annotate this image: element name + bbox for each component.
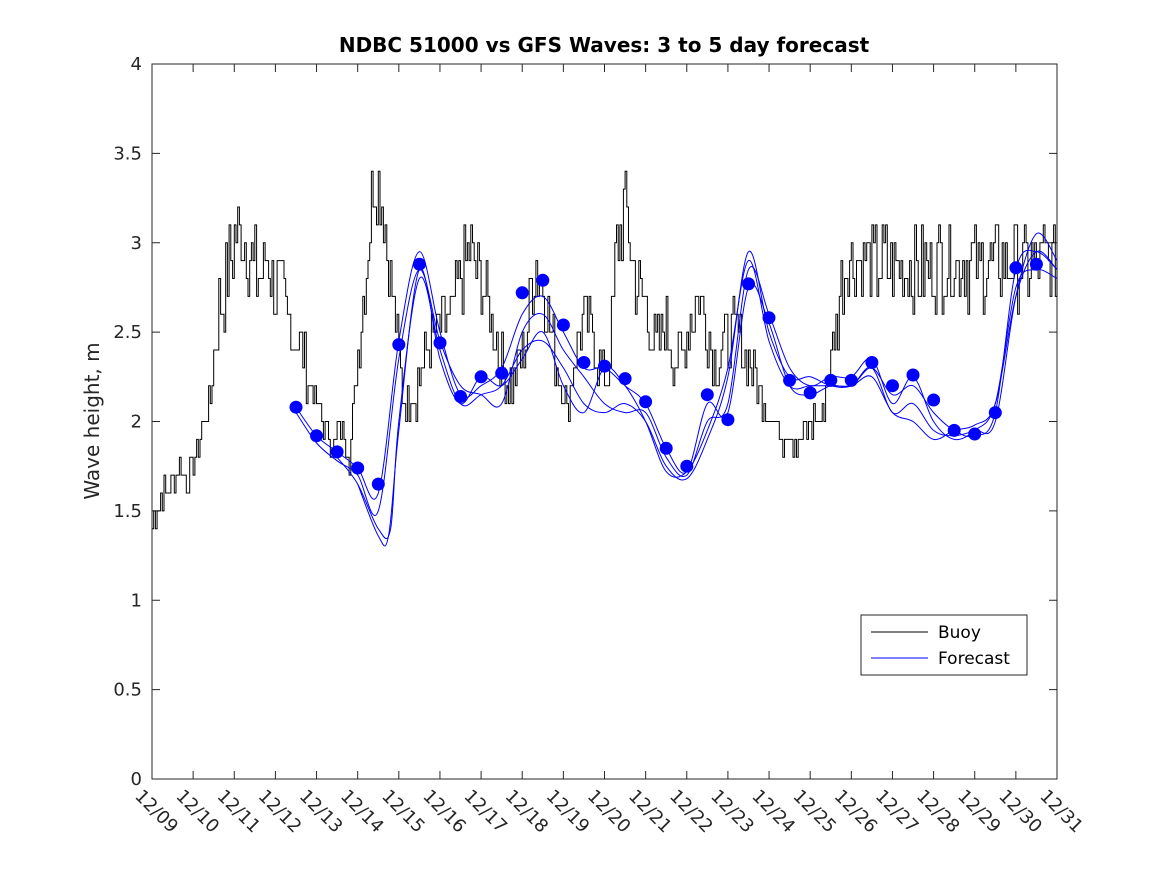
x-tick-label: 12/15	[377, 786, 429, 838]
forecast-point	[454, 390, 467, 403]
x-tick-label: 12/27	[871, 786, 923, 838]
forecast-point	[968, 427, 982, 441]
forecast-point	[721, 413, 735, 427]
forecast-point	[392, 338, 406, 352]
y-tick-label: 1.5	[113, 501, 142, 522]
forecast-point	[289, 400, 303, 414]
x-tick-label: 12/23	[706, 786, 758, 838]
x-tick-label: 12/24	[748, 786, 800, 838]
y-tick-label: 2	[131, 412, 142, 433]
forecast-point	[556, 318, 570, 332]
forecast-point	[618, 372, 632, 386]
forecast-point	[495, 366, 509, 380]
forecast-line-1	[295, 249, 1058, 500]
forecast-point	[844, 373, 858, 387]
forecast-point	[680, 459, 694, 473]
x-tick-label: 12/12	[254, 786, 306, 838]
forecast-point	[351, 461, 365, 475]
forecast-point	[927, 393, 941, 407]
buoy-line	[152, 170, 1058, 530]
forecast-point	[865, 356, 879, 369]
x-tick-label: 12/18	[501, 786, 553, 838]
x-tick-label: 12/21	[624, 786, 676, 838]
forecast-point	[1029, 257, 1043, 271]
forecast-line-4	[357, 250, 1058, 547]
forecast-point	[474, 370, 488, 384]
forecast-point	[803, 386, 817, 400]
y-axis-label: Wave height, m	[80, 342, 104, 499]
x-tick-label: 12/29	[953, 786, 1005, 838]
y-tick-label: 0.5	[113, 680, 142, 701]
y-tick-label: 1	[131, 590, 142, 611]
forecast-point	[577, 356, 591, 369]
legend-buoy-label: Buoy	[938, 623, 981, 643]
x-tick-label: 12/30	[994, 786, 1046, 838]
x-tick-label: 12/17	[460, 786, 512, 838]
forecast-point	[947, 423, 961, 437]
x-tick-label: 12/28	[912, 786, 964, 838]
x-tick-label: 12/11	[213, 786, 265, 838]
forecast-point	[700, 388, 714, 402]
forecast-point	[371, 477, 385, 491]
y-tick-label: 3	[131, 233, 142, 254]
y-tick-label: 0	[131, 769, 142, 790]
forecast-point	[762, 311, 776, 325]
x-tick-label: 12/26	[830, 786, 882, 838]
x-tick-label: 12/16	[418, 786, 470, 838]
forecast-point	[433, 336, 447, 350]
forecast-point	[536, 273, 550, 287]
y-tick-label: 2.5	[113, 322, 142, 343]
forecast-point	[412, 257, 426, 271]
forecast-point	[742, 277, 755, 291]
legend: Buoy Forecast	[860, 614, 1028, 676]
x-tick-label: 12/19	[542, 786, 594, 838]
forecast-point	[988, 406, 1002, 420]
x-tick-label: 12/31	[1035, 786, 1087, 838]
forecast-point	[330, 445, 344, 459]
forecast-point	[886, 379, 899, 393]
x-tick-label: 12/10	[172, 786, 224, 838]
forecast-point	[906, 368, 920, 382]
x-tick-label: 12/20	[583, 786, 635, 838]
y-tick-label: 3.5	[113, 143, 142, 164]
chart-title: NDBC 51000 vs GFS Waves: 3 to 5 day fore…	[339, 33, 870, 57]
x-tick-label: 12/22	[665, 786, 717, 838]
x-tick-label: 12/13	[295, 786, 347, 838]
forecast-point	[515, 286, 529, 300]
forecast-point	[598, 359, 611, 373]
series-group	[152, 170, 1058, 547]
legend-box	[860, 614, 1028, 676]
forecast-point	[659, 441, 673, 455]
legend-forecast-label: Forecast	[938, 649, 1010, 669]
y-axis: 0 0.5 1 1.5 2 2.5 3 3.5 4	[113, 54, 1057, 790]
forecast-point	[310, 429, 323, 443]
forecast-point	[639, 395, 653, 409]
forecast-point	[783, 373, 797, 387]
forecast-point	[1009, 261, 1023, 275]
forecast-point	[824, 373, 838, 387]
x-tick-label: 12/25	[789, 786, 841, 838]
forecast-line-2	[295, 266, 1058, 516]
x-tick-label: 12/09	[130, 786, 182, 838]
y-tick-label: 4	[131, 54, 142, 75]
x-tick-label: 12/14	[336, 786, 388, 838]
